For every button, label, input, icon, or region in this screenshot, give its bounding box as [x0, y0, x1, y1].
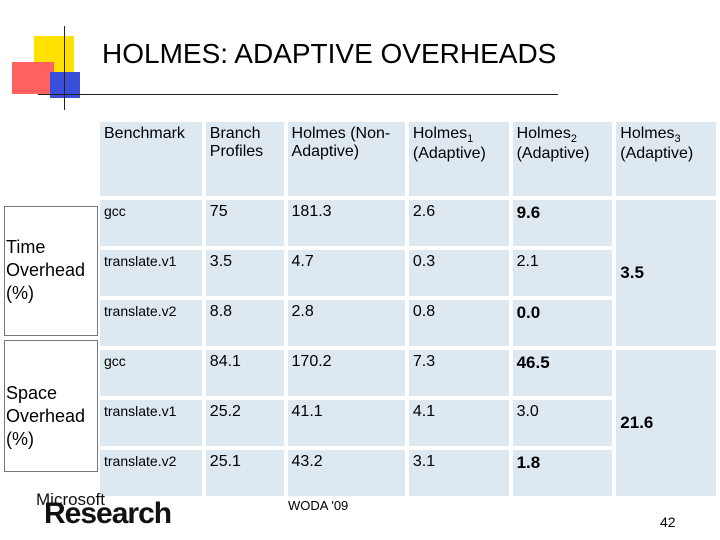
cell-branch: 75 [205, 200, 284, 246]
table-row: gcc 84.1 170.2 7.3 46.5 21.6 [100, 350, 716, 496]
time-overhead-frame [4, 206, 98, 336]
page-number: 42 [660, 514, 676, 530]
footer-text: WODA '09 [288, 498, 349, 513]
header-branch-profiles: Branch Profiles [205, 122, 284, 196]
cell-holmes2: 0.0 [512, 300, 613, 346]
cell-holmes2: 1.8 [512, 450, 613, 496]
cell-holmes: 2.8 [287, 300, 405, 346]
cell-benchmark: translate.v2 [100, 300, 202, 346]
table-row: translate.v1 3.5 4.7 0.3 2.1 [100, 250, 716, 296]
cell-holmes: 41.1 [287, 400, 405, 446]
cell-holmes: 43.2 [287, 450, 405, 496]
header-holmes2: Holmes2 (Adaptive) [512, 122, 613, 196]
time-overhead-label: Time Overhead (%) [6, 237, 86, 303]
decor-vertical-line [64, 26, 65, 110]
research-logo-text: Research [44, 497, 172, 530]
table-row: translate.v2 25.1 43.2 3.1 1.8 [100, 450, 716, 496]
table-row: gcc 75 181.3 2.6 9.6 3.5 [100, 200, 716, 346]
cell-branch: 84.1 [205, 350, 284, 396]
overhead-table: Benchmark Branch Profiles Holmes (Non-Ad… [96, 118, 720, 500]
cell-holmes: 181.3 [287, 200, 405, 246]
header-holmes3: Holmes3 (Adaptive) [616, 122, 716, 196]
space-overhead-label: Space Overhead (%) [6, 383, 86, 449]
cell-holmes1: 2.6 [408, 200, 509, 246]
header-holmes-non-adaptive: Holmes (Non-Adaptive) [287, 122, 405, 196]
decor-red-square [12, 62, 54, 94]
cell-holmes1: 7.3 [408, 350, 509, 396]
cell-holmes2: 3.0 [512, 400, 613, 446]
cell-branch: 25.2 [205, 400, 284, 446]
decor-horizontal-line [38, 94, 558, 95]
cell-holmes3-time: 3.5 [616, 200, 716, 346]
cell-holmes2: 46.5 [512, 350, 613, 396]
slide-title: HOLMES: ADAPTIVE OVERHEADS [102, 38, 557, 69]
cell-holmes3-space: 21.6 [616, 350, 716, 496]
cell-holmes2: 9.6 [512, 200, 613, 246]
header-row: Benchmark Branch Profiles Holmes (Non-Ad… [100, 122, 716, 196]
microsoft-logo-text: Microsoft [36, 490, 105, 509]
cell-holmes1: 0.3 [408, 250, 509, 296]
cell-branch: 3.5 [205, 250, 284, 296]
table-row: translate.v1 25.2 41.1 4.1 3.0 [100, 400, 716, 446]
cell-holmes1: 4.1 [408, 400, 509, 446]
table-row: translate.v2 8.8 2.8 0.8 0.0 [100, 300, 716, 346]
cell-holmes: 4.7 [287, 250, 405, 296]
cell-holmes: 170.2 [287, 350, 405, 396]
space-overhead-frame [4, 340, 98, 472]
cell-benchmark: gcc [100, 200, 202, 246]
cell-benchmark: translate.v1 [100, 250, 202, 296]
cell-branch: 8.8 [205, 300, 284, 346]
header-benchmark: Benchmark [100, 122, 202, 196]
cell-benchmark: translate.v2 [100, 450, 202, 496]
header-holmes1: Holmes1 (Adaptive) [408, 122, 509, 196]
cell-holmes1: 0.8 [408, 300, 509, 346]
cell-branch: 25.1 [205, 450, 284, 496]
cell-holmes2: 2.1 [512, 250, 613, 296]
cell-benchmark: translate.v1 [100, 400, 202, 446]
cell-benchmark: gcc [100, 350, 202, 396]
decor-blue-square [50, 72, 80, 98]
cell-holmes1: 3.1 [408, 450, 509, 496]
